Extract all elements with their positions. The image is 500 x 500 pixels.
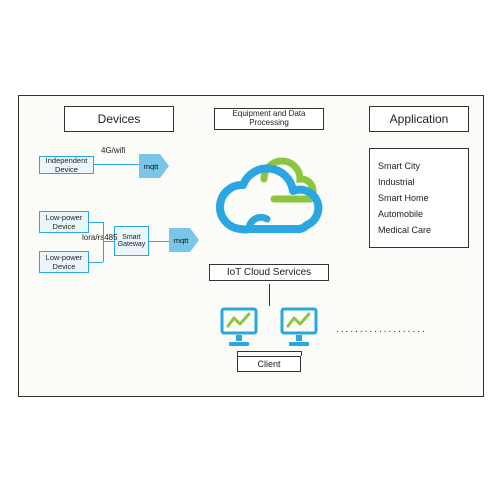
- app-item-automobile: Automobile: [378, 209, 460, 219]
- application-list: Smart City Industrial Smart Home Automob…: [369, 148, 469, 248]
- node-low-power-device-2: Low-power Device: [39, 251, 89, 273]
- header-devices: Devices: [64, 106, 174, 132]
- edge-lp2-v: [103, 241, 104, 262]
- edge-lp1-v: [103, 222, 104, 241]
- client-bracket-r: [301, 351, 302, 356]
- header-application: Application: [369, 106, 469, 132]
- node-independent-device: Independent Device: [39, 156, 94, 174]
- cloud-label: IoT Cloud Services: [209, 264, 329, 281]
- diagram-stage: Devices Equipment and Data Processing Ap…: [0, 0, 500, 500]
- cloud-icon: [209, 151, 329, 261]
- edge-lp2-h: [89, 262, 103, 263]
- app-item-medical-care: Medical Care: [378, 225, 460, 235]
- client-bracket-top: [237, 351, 301, 352]
- client-label: Client: [237, 356, 301, 372]
- edge-cloud-to-client: [269, 284, 270, 306]
- edge-gw-to-mqtt: [149, 241, 169, 242]
- edge-ind-to-mqtt: [94, 164, 139, 165]
- arrow-mqtt-2: mqtt: [169, 228, 199, 252]
- arrow-mqtt-1: mqtt: [139, 154, 169, 178]
- node-low-power-device-1: Low-power Device: [39, 211, 89, 233]
- edge-label-4g-wifi: 4G/wifi: [101, 146, 125, 155]
- monitor-icon-1: [219, 306, 259, 351]
- monitor-icon-2: [279, 306, 319, 351]
- edge-lp1-to-gw: [103, 241, 114, 242]
- diagram-frame: Devices Equipment and Data Processing Ap…: [18, 95, 484, 397]
- app-item-smart-city: Smart City: [378, 161, 460, 171]
- client-ellipsis: ...................: [336, 324, 427, 335]
- edge-lp1-h: [89, 222, 103, 223]
- node-smart-gateway: Smart Gateway: [114, 226, 149, 256]
- header-processing: Equipment and Data Processing: [214, 108, 324, 130]
- app-item-industrial: Industrial: [378, 177, 460, 187]
- app-item-smart-home: Smart Home: [378, 193, 460, 203]
